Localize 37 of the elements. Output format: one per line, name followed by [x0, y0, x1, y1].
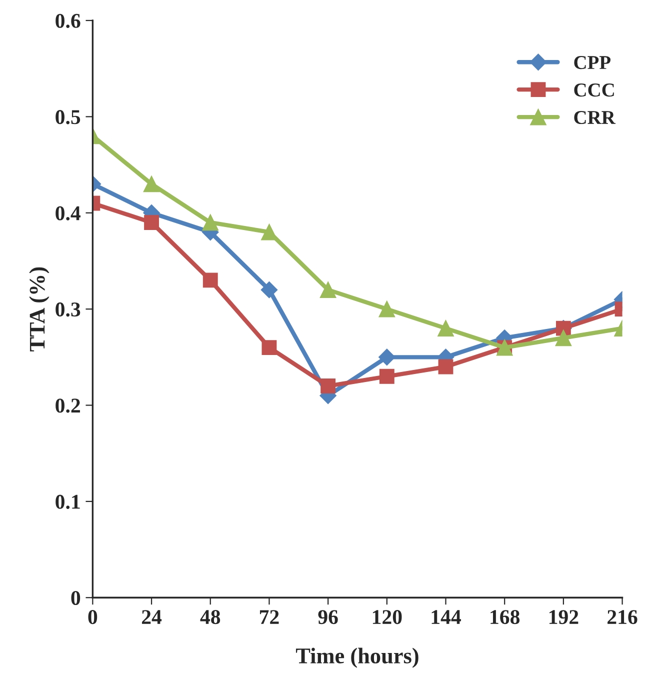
y-axis-title: TTA (%) — [29, 267, 50, 352]
x-tick-label: 48 — [200, 610, 220, 624]
point — [320, 378, 336, 394]
legend-label: CRR — [574, 110, 616, 124]
point — [143, 176, 160, 192]
y-tick-label: 0.2 — [56, 398, 80, 413]
point — [261, 224, 278, 240]
point — [320, 282, 336, 298]
x-tick-label: 72 — [260, 610, 279, 624]
x-tick-label: 96 — [318, 610, 338, 624]
y-tick-label: 0.4 — [56, 206, 80, 220]
x-tick-label: 144 — [432, 610, 461, 624]
x-tick-label: 24 — [142, 610, 162, 624]
x-tick-label: 216 — [608, 610, 638, 624]
point — [438, 359, 454, 374]
point — [438, 320, 454, 336]
point — [379, 368, 394, 384]
point — [260, 281, 278, 298]
point — [202, 272, 218, 288]
x-tick-label: 0 — [88, 610, 98, 624]
x-axis-title: Time (hours) — [296, 648, 418, 668]
y-tick-label: 0.6 — [56, 14, 80, 28]
legend-label: CPP — [574, 56, 610, 70]
x-tick-label: 192 — [549, 610, 578, 624]
y-tick-label: 0.3 — [56, 302, 80, 317]
legend-label: CCC — [574, 84, 614, 97]
point — [262, 340, 277, 355]
point — [144, 215, 159, 230]
y-tick-label: 0.1 — [56, 494, 80, 509]
x-tick-label: 120 — [372, 610, 402, 624]
y-tick-label: 0 — [71, 591, 80, 606]
point — [378, 300, 396, 318]
point — [202, 214, 219, 231]
point — [378, 348, 396, 366]
x-tick-label: 168 — [490, 610, 520, 624]
y-tick-label: 0.5 — [56, 110, 80, 124]
point — [555, 330, 572, 346]
